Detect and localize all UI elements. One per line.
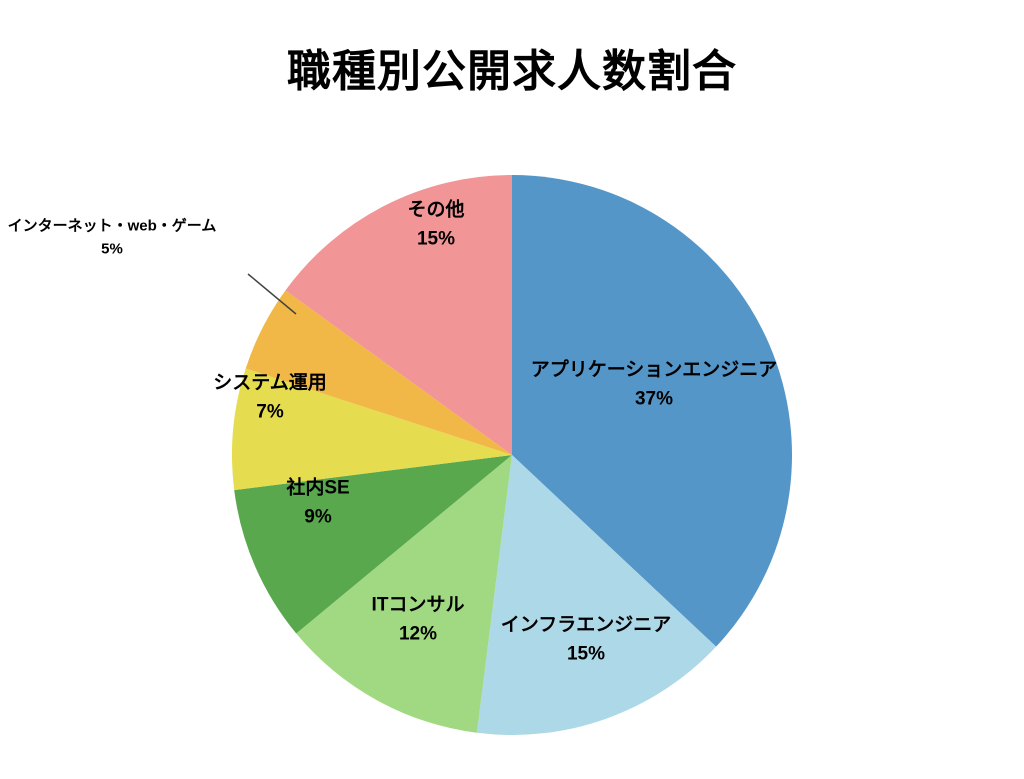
slice-label-pct: 5% [8, 238, 217, 261]
chart-container: 職種別公開求人数割合 アプリケーションエンジニア 37% インフラエンジニア 15% I… [0, 0, 1024, 779]
slice-label: ITコンサル 12% [372, 592, 465, 649]
slice-label-name: インフラエンジニア [501, 615, 671, 636]
chart-title: 職種別公開求人数割合 [0, 35, 1024, 99]
slice-label-name: 社内SE [286, 478, 349, 499]
slice-label-pct: 37% [531, 385, 778, 414]
slice-label-name: インターネット・web・ゲーム [8, 218, 217, 235]
slice-label-name: ITコンサル [372, 595, 465, 616]
slice-label-name: システム運用 [213, 373, 326, 394]
chart-area: アプリケーションエンジニア 37% インフラエンジニア 15% ITコンサル 12% 社内S… [0, 150, 1024, 760]
slice-label: システム運用 7% [213, 370, 326, 427]
slice-label: その他 15% [407, 197, 464, 254]
slice-label-pct: 15% [407, 225, 464, 254]
slice-label: インターネット・web・ゲーム 5% [8, 216, 217, 261]
slice-label: 社内SE 9% [286, 475, 349, 532]
leader-line [248, 274, 296, 314]
slice-label-pct: 15% [501, 640, 671, 669]
slice-label-pct: 12% [372, 620, 465, 649]
slice-label-pct: 7% [213, 398, 326, 427]
slice-label-pct: 9% [286, 503, 349, 532]
slice-label-name: アプリケーションエンジニア [531, 360, 778, 381]
slice-label: アプリケーションエンジニア 37% [531, 357, 778, 414]
slice-label-name: その他 [407, 200, 464, 221]
slice-label: インフラエンジニア 15% [501, 612, 671, 669]
